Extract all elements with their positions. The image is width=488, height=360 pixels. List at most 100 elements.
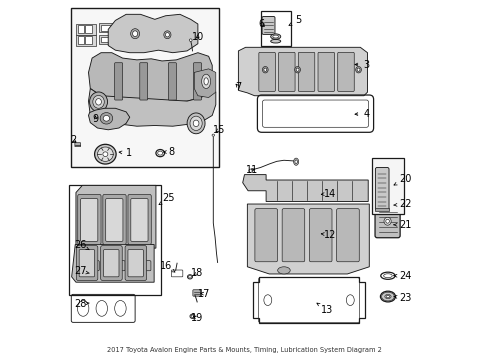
FancyBboxPatch shape xyxy=(81,199,98,241)
Ellipse shape xyxy=(380,201,395,208)
Text: 25: 25 xyxy=(159,193,174,204)
Text: 11: 11 xyxy=(245,165,257,175)
FancyBboxPatch shape xyxy=(103,249,119,277)
Ellipse shape xyxy=(86,273,92,275)
Text: 28: 28 xyxy=(74,299,89,309)
FancyBboxPatch shape xyxy=(131,199,148,241)
Text: 12: 12 xyxy=(321,230,336,239)
Polygon shape xyxy=(88,87,215,126)
Ellipse shape xyxy=(187,113,204,134)
FancyBboxPatch shape xyxy=(317,52,334,91)
FancyBboxPatch shape xyxy=(336,209,359,262)
Ellipse shape xyxy=(293,158,298,165)
Ellipse shape xyxy=(97,147,113,161)
Ellipse shape xyxy=(385,219,388,223)
Bar xyxy=(101,25,110,31)
FancyBboxPatch shape xyxy=(125,246,146,280)
Text: 24: 24 xyxy=(393,271,411,281)
FancyBboxPatch shape xyxy=(128,194,151,244)
Ellipse shape xyxy=(355,67,361,73)
Text: 4: 4 xyxy=(354,109,369,119)
Ellipse shape xyxy=(130,29,139,39)
Bar xyxy=(371,158,403,214)
Text: 15: 15 xyxy=(212,125,224,135)
Bar xyxy=(76,35,96,45)
Text: 2017 Toyota Avalon Engine Parts & Mounts, Timing, Lubrication System Diagram 2: 2017 Toyota Avalon Engine Parts & Mounts… xyxy=(107,347,381,353)
Bar xyxy=(78,26,84,33)
Text: 18: 18 xyxy=(191,268,203,278)
Bar xyxy=(117,35,131,44)
FancyBboxPatch shape xyxy=(115,63,122,100)
Text: 7: 7 xyxy=(235,82,242,93)
Bar xyxy=(85,36,92,44)
Polygon shape xyxy=(108,14,198,53)
Ellipse shape xyxy=(165,33,169,37)
Ellipse shape xyxy=(264,68,266,71)
Ellipse shape xyxy=(191,315,194,318)
FancyBboxPatch shape xyxy=(192,290,201,296)
Text: 13: 13 xyxy=(316,303,332,315)
Text: 3: 3 xyxy=(354,59,369,69)
Ellipse shape xyxy=(112,273,117,275)
Ellipse shape xyxy=(132,31,137,37)
Ellipse shape xyxy=(270,34,280,39)
FancyBboxPatch shape xyxy=(278,52,294,91)
Bar xyxy=(76,24,96,35)
FancyBboxPatch shape xyxy=(337,52,353,91)
Text: 22: 22 xyxy=(393,199,411,210)
Bar xyxy=(260,12,290,45)
Ellipse shape xyxy=(272,35,278,38)
FancyBboxPatch shape xyxy=(258,52,275,91)
Text: 14: 14 xyxy=(321,189,336,199)
Ellipse shape xyxy=(277,267,290,274)
FancyBboxPatch shape xyxy=(104,261,125,271)
Ellipse shape xyxy=(262,67,267,73)
Ellipse shape xyxy=(93,95,104,108)
Bar xyxy=(119,25,128,31)
Polygon shape xyxy=(194,69,215,98)
Bar xyxy=(117,23,131,32)
FancyBboxPatch shape xyxy=(374,206,399,238)
Ellipse shape xyxy=(383,202,392,207)
Polygon shape xyxy=(88,53,212,103)
Text: 8: 8 xyxy=(163,147,174,157)
Polygon shape xyxy=(247,204,368,274)
Bar xyxy=(69,185,161,295)
Ellipse shape xyxy=(294,67,300,73)
Text: 1: 1 xyxy=(119,148,132,158)
Ellipse shape xyxy=(103,116,109,121)
Text: 10: 10 xyxy=(191,32,203,41)
FancyBboxPatch shape xyxy=(105,199,122,241)
Ellipse shape xyxy=(137,273,143,275)
FancyBboxPatch shape xyxy=(75,143,81,147)
FancyBboxPatch shape xyxy=(309,209,331,262)
FancyBboxPatch shape xyxy=(130,261,151,271)
Ellipse shape xyxy=(102,152,108,157)
Ellipse shape xyxy=(383,217,390,225)
Bar xyxy=(99,35,113,44)
Ellipse shape xyxy=(135,271,145,277)
Ellipse shape xyxy=(383,274,391,278)
Ellipse shape xyxy=(201,74,210,89)
Polygon shape xyxy=(242,175,367,202)
Text: 23: 23 xyxy=(393,293,411,303)
Bar xyxy=(99,23,113,32)
Text: 27: 27 xyxy=(74,266,89,276)
FancyBboxPatch shape xyxy=(128,249,143,277)
FancyBboxPatch shape xyxy=(168,63,176,100)
FancyBboxPatch shape xyxy=(102,194,126,244)
Ellipse shape xyxy=(189,39,192,41)
Text: 26: 26 xyxy=(74,240,89,250)
FancyBboxPatch shape xyxy=(140,63,147,100)
Text: 17: 17 xyxy=(198,289,210,299)
Bar xyxy=(85,26,92,33)
Text: 20: 20 xyxy=(393,174,411,185)
Polygon shape xyxy=(88,108,129,130)
Bar xyxy=(78,36,84,44)
Polygon shape xyxy=(72,244,154,282)
FancyBboxPatch shape xyxy=(262,17,274,35)
Ellipse shape xyxy=(203,78,208,85)
FancyBboxPatch shape xyxy=(78,261,99,271)
FancyBboxPatch shape xyxy=(375,167,388,211)
Ellipse shape xyxy=(188,275,191,278)
